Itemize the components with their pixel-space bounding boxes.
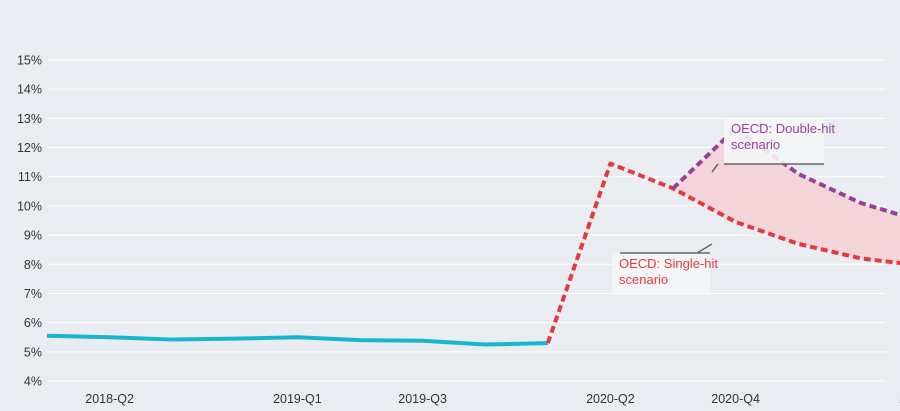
y-tick-label: 5%	[24, 345, 42, 359]
series-line-single	[545, 161, 900, 344]
y-tick-label: 7%	[24, 287, 42, 301]
y-tick-label: 4%	[24, 375, 42, 389]
y-tick-label: 11%	[18, 170, 42, 184]
annotation-text: scenario	[731, 137, 780, 152]
y-axis: 4% 5% 6% 7% 8% 9% 10% 11% 12% 13% 14% 15%	[17, 54, 42, 389]
annotation-text: OECD: Single-hit	[619, 256, 718, 271]
annotation-text: OECD: Double-hit	[731, 121, 835, 136]
annotation-box	[612, 253, 710, 295]
y-tick-label: 15%	[17, 54, 42, 68]
x-tick-label: 2019-Q3	[398, 392, 447, 406]
x-tick-label: 2019-Q1	[273, 392, 322, 406]
x-tick-label: 2020-Q4	[711, 392, 760, 406]
x-tick-label: 2018-Q2	[85, 392, 134, 406]
x-tick-label: 2020-Q2	[586, 392, 635, 406]
y-tick-label: 14%	[17, 83, 42, 97]
y-tick-label: 6%	[24, 316, 42, 330]
y-tick-label: 8%	[24, 258, 42, 272]
y-tick-label: 13%	[17, 112, 42, 126]
annotation-text: scenario	[619, 272, 668, 287]
annotation-leader	[696, 243, 713, 254]
grid-lines	[48, 59, 886, 382]
y-tick-label: 12%	[17, 141, 42, 155]
y-tick-label: 10%	[17, 199, 42, 213]
x-axis: 2018-Q22019-Q12019-Q32020-Q22020-Q42021-…	[85, 392, 900, 406]
annotation-box	[724, 119, 824, 164]
series-line-actual	[46, 333, 548, 347]
annotation-leader	[711, 163, 719, 173]
y-tick-label: 9%	[24, 229, 42, 243]
